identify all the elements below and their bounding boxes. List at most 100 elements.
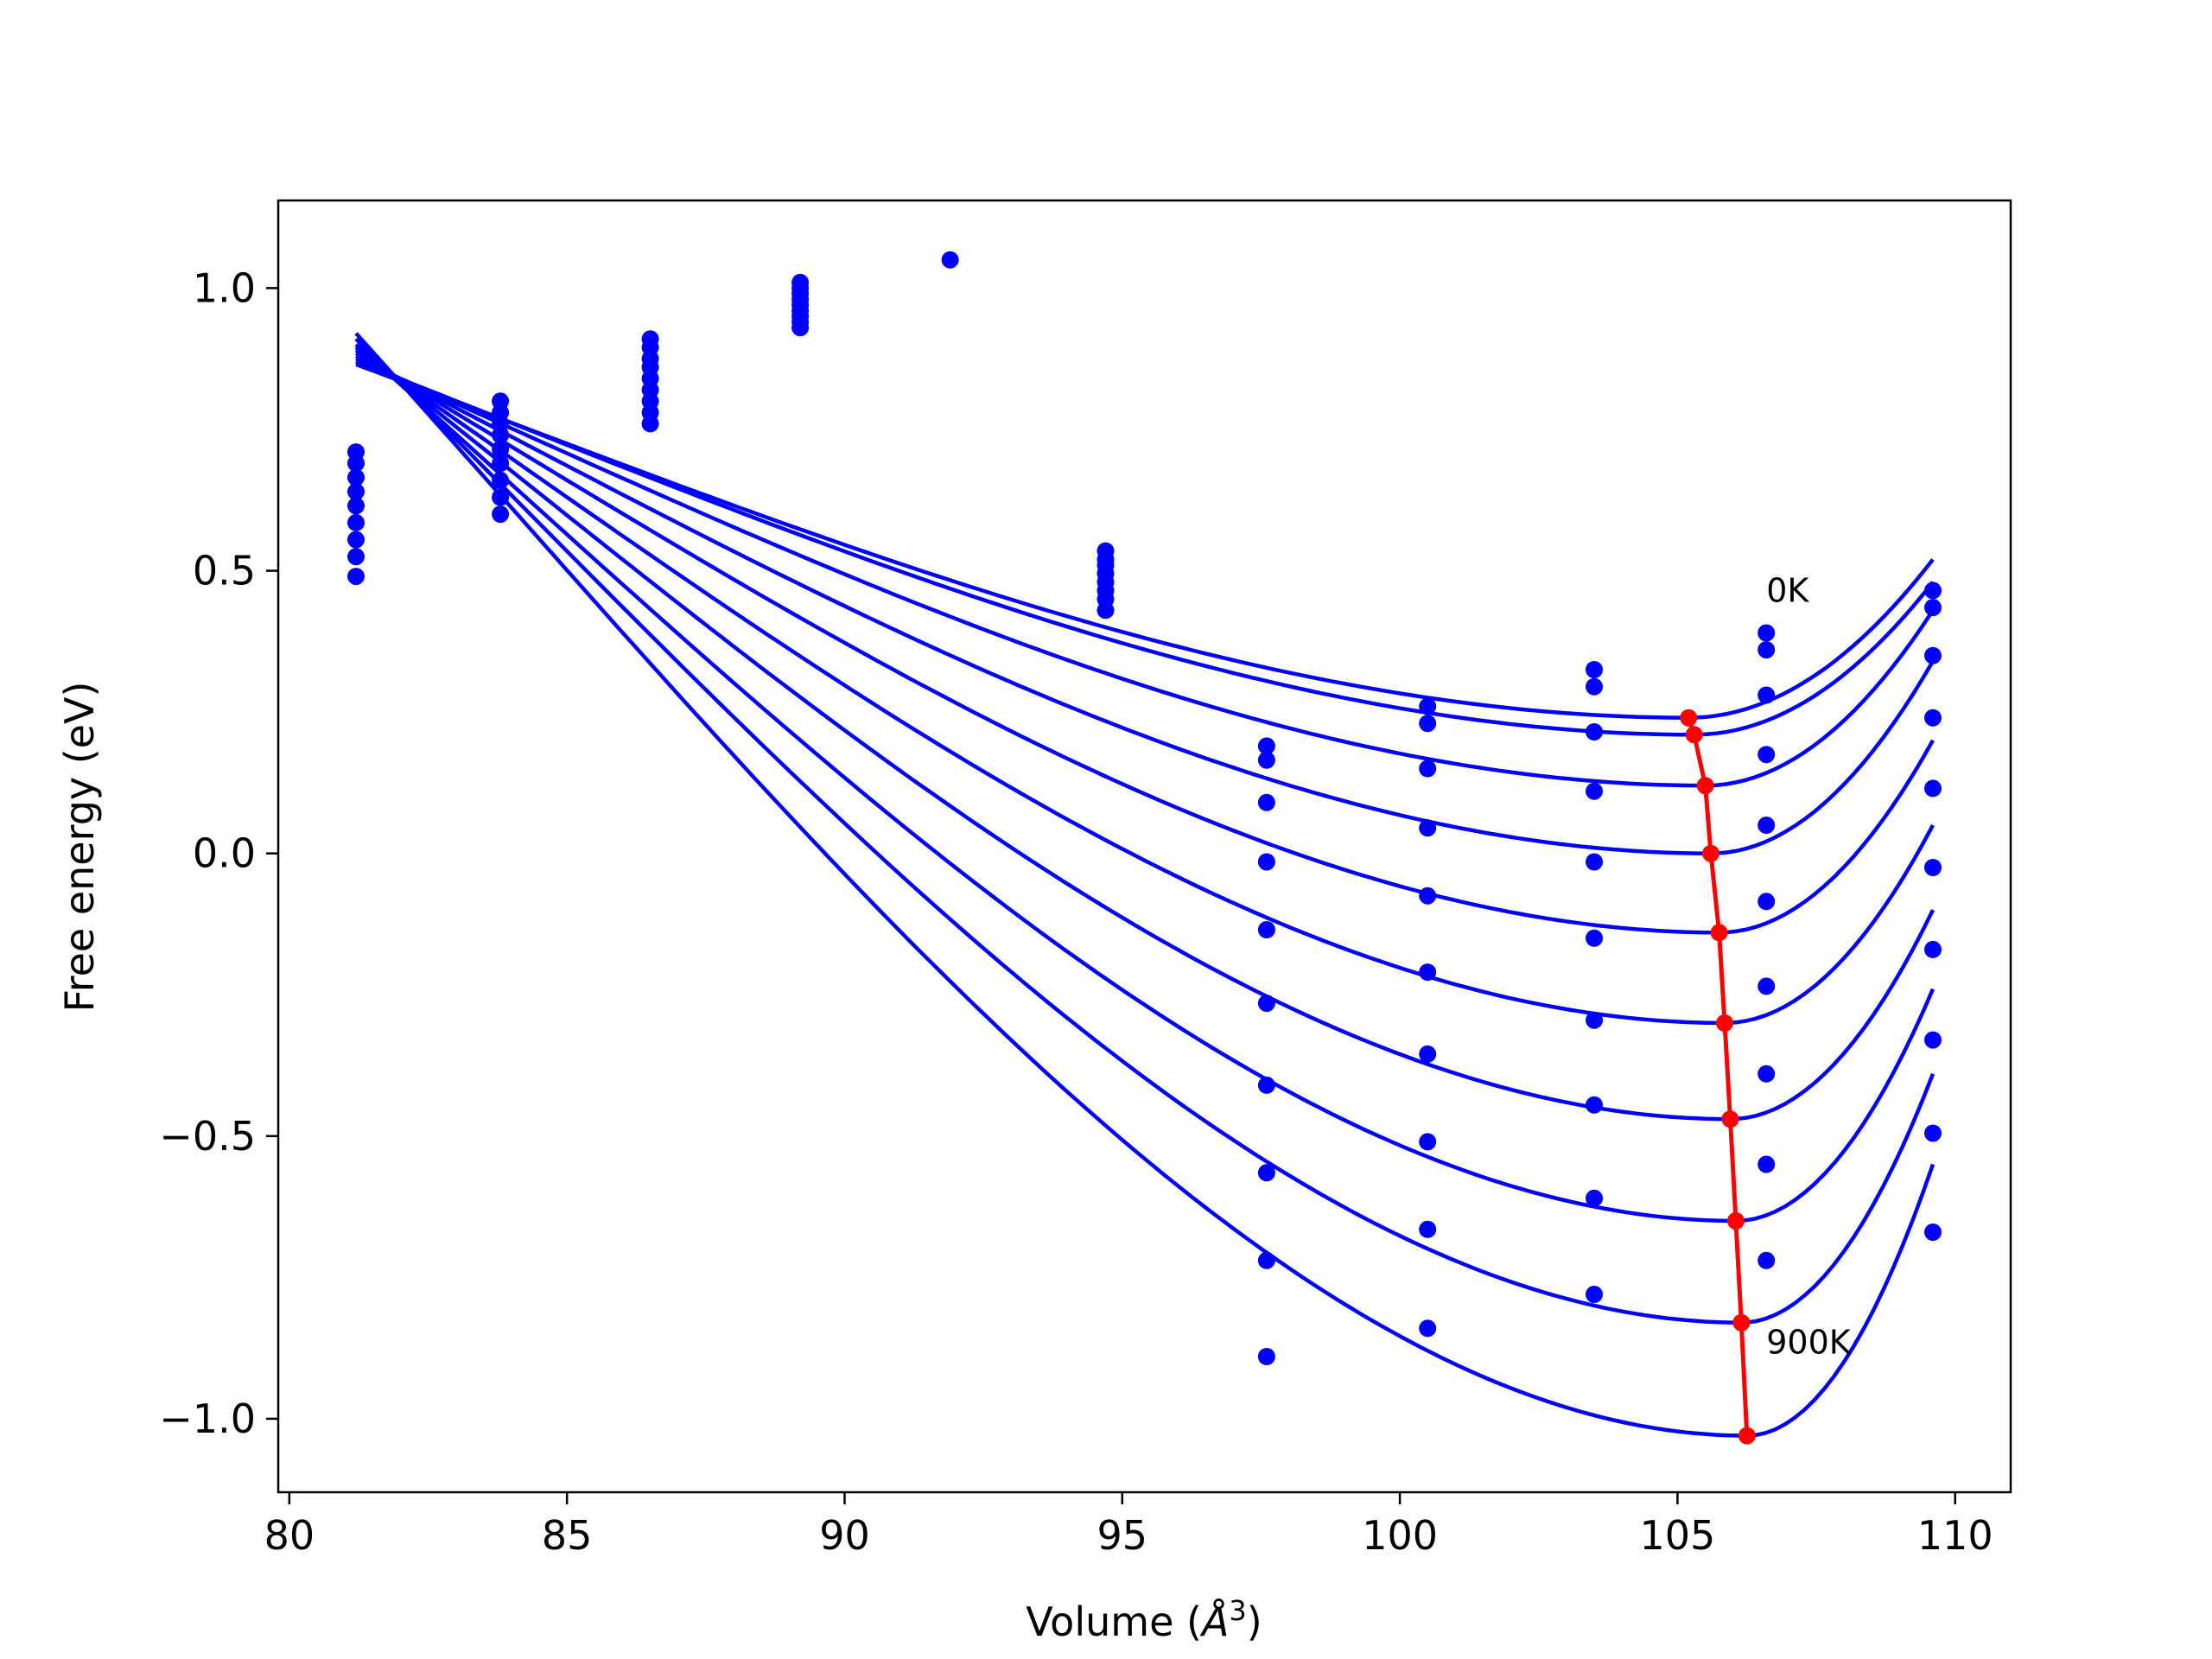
x-axis-label-superscript: 3 xyxy=(1229,1594,1246,1627)
data-point xyxy=(492,488,510,506)
data-point xyxy=(1419,760,1437,778)
minimum-point-6 xyxy=(1721,1110,1739,1128)
energy-curve-5 xyxy=(354,348,1935,1026)
x-axis-label: Volume (Å3) xyxy=(1026,1594,1262,1645)
data-point xyxy=(941,251,959,269)
curve-annotation: 0K xyxy=(1766,572,1809,610)
x-tick-label: 110 xyxy=(1917,1512,1993,1559)
data-point xyxy=(1586,677,1603,696)
data-point xyxy=(1419,1220,1437,1238)
data-point xyxy=(1419,1319,1437,1338)
data-point xyxy=(1419,697,1437,715)
data-point xyxy=(1586,1011,1603,1029)
data-point xyxy=(1419,715,1437,733)
data-point xyxy=(1586,723,1603,741)
data-point xyxy=(1419,819,1437,837)
data-point xyxy=(1924,1124,1942,1142)
data-point xyxy=(1586,929,1603,947)
data-point xyxy=(641,415,659,433)
x-tick-label: 95 xyxy=(1097,1512,1148,1559)
data-point xyxy=(1924,582,1942,600)
energy-curve-9 xyxy=(354,332,1936,1438)
minimum-point-2 xyxy=(1696,777,1714,795)
x-tick-label: 85 xyxy=(542,1512,593,1559)
y-tick-label: 0.0 xyxy=(193,830,256,877)
data-point xyxy=(492,426,510,444)
data-point xyxy=(492,505,510,524)
data-point xyxy=(347,531,365,549)
data-point xyxy=(1758,641,1776,659)
data-point xyxy=(1758,977,1776,995)
data-point xyxy=(1924,1224,1942,1241)
plot-area-background xyxy=(278,200,2011,1492)
minima-line xyxy=(1686,716,1750,1436)
data-point xyxy=(1924,779,1942,798)
x-axis-label-text: Volume ( xyxy=(1026,1599,1202,1645)
data-point xyxy=(492,454,510,473)
data-point xyxy=(1257,793,1275,811)
y-axis-label: Free energy (eV) xyxy=(56,682,103,1013)
data-point xyxy=(492,471,510,489)
data-point xyxy=(1257,1348,1275,1365)
y-tick-label: −0.5 xyxy=(159,1113,256,1160)
data-point xyxy=(347,548,365,566)
energy-curve-3 xyxy=(354,353,1935,855)
data-point xyxy=(791,319,810,337)
data-point xyxy=(1257,995,1275,1013)
minimum-point-3 xyxy=(1702,844,1719,862)
minimum-point-0 xyxy=(1680,709,1698,727)
data-point xyxy=(1257,737,1275,755)
y-tick-label: 0.5 xyxy=(193,548,256,594)
data-point xyxy=(347,568,365,586)
energy-curve-0 xyxy=(355,362,1935,720)
data-point xyxy=(1586,782,1603,800)
data-point xyxy=(1924,709,1942,727)
energy-curve-1 xyxy=(355,359,1935,737)
y-axis-ticks: −1.0 −0.5 0.0 0.5 1.0 xyxy=(159,264,278,1442)
annotations-layer: 0K 900K xyxy=(1766,572,1852,1362)
y-tick-label: −1.0 xyxy=(159,1395,256,1442)
minimum-point-8 xyxy=(1732,1313,1751,1332)
data-point xyxy=(1419,1045,1437,1063)
data-point xyxy=(1586,661,1603,678)
data-point xyxy=(347,513,365,531)
energy-curve-6 xyxy=(354,346,1936,1122)
points-layer xyxy=(347,251,1942,1365)
curves-layer xyxy=(354,332,1936,1438)
data-point xyxy=(1586,1189,1603,1207)
data-point xyxy=(1257,921,1275,938)
data-point xyxy=(1586,1096,1603,1114)
minimum-point-5 xyxy=(1716,1014,1733,1032)
curve-annotation: 900K xyxy=(1766,1324,1852,1362)
data-point xyxy=(1924,859,1942,876)
data-point xyxy=(1257,853,1275,871)
data-point xyxy=(1924,940,1942,958)
data-point xyxy=(1758,686,1776,704)
data-point xyxy=(1419,1133,1437,1151)
plot-frame xyxy=(276,199,2012,1494)
data-point xyxy=(347,497,365,515)
data-point xyxy=(1586,853,1603,871)
minimum-point-9 xyxy=(1738,1427,1756,1445)
minimum-point-1 xyxy=(1685,726,1703,744)
data-point xyxy=(1257,1164,1275,1182)
x-tick-label: 100 xyxy=(1362,1512,1438,1559)
data-point xyxy=(1758,1251,1776,1269)
y-tick-label: 1.0 xyxy=(193,264,256,311)
data-point xyxy=(1758,893,1776,911)
data-point xyxy=(1924,1031,1942,1049)
data-point xyxy=(1758,817,1776,834)
x-axis-ticks: 80 85 90 95 100 105 110 xyxy=(264,1492,1993,1559)
x-tick-label: 80 xyxy=(264,1512,315,1559)
data-point xyxy=(1419,963,1437,982)
energy-curve-2 xyxy=(355,357,1935,788)
data-point xyxy=(347,482,365,500)
x-tick-label: 105 xyxy=(1640,1512,1716,1559)
data-point xyxy=(1758,746,1776,764)
data-point xyxy=(1758,1155,1776,1173)
data-point xyxy=(1924,599,1942,617)
data-point xyxy=(1257,1076,1275,1094)
energy-curve-7 xyxy=(354,343,1936,1224)
x-axis-label-angstrom: Å xyxy=(1199,1599,1229,1645)
